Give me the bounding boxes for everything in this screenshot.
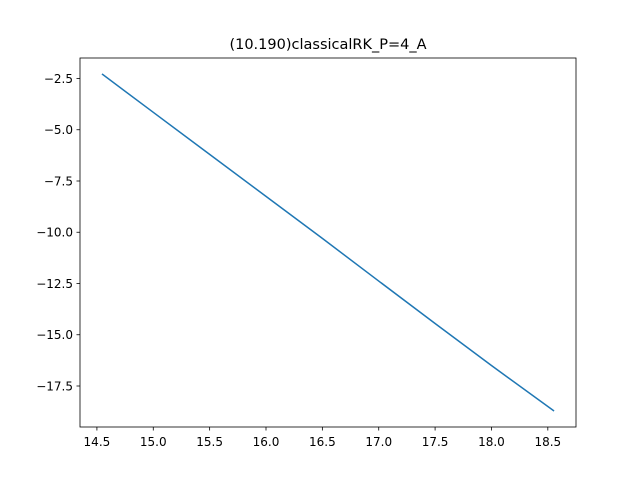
series-line-0 (101, 73, 555, 412)
y-tick-label: −10.0 (36, 226, 73, 240)
x-tick-label: 14.5 (84, 435, 111, 449)
y-tick-label: −7.5 (44, 174, 73, 188)
x-tick-label: 15.5 (196, 435, 223, 449)
x-tick-label: 16.5 (309, 435, 336, 449)
x-tick-label: 15.0 (140, 435, 167, 449)
plot-area (101, 73, 555, 412)
x-tick-label: 17.0 (365, 435, 392, 449)
x-tick-label: 16.0 (253, 435, 280, 449)
x-tick-label: 18.0 (478, 435, 505, 449)
y-tick-label: −15.0 (36, 328, 73, 342)
y-tick-label: −17.5 (36, 379, 73, 393)
y-tick-label: −5.0 (44, 123, 73, 137)
x-tick-label: 18.5 (534, 435, 561, 449)
axes-frame (79, 57, 577, 428)
y-tick-label: −2.5 (44, 72, 73, 86)
axis-ticks: 14.5 15.0 15.5 16.0 16.5 17.0 17.5 18.0 18.5 −2.5… (36, 72, 561, 449)
chart-title: (10.190)classicalRK_P=4_A (229, 37, 426, 53)
y-tick-label: −12.5 (36, 277, 73, 291)
x-tick-label: 17.5 (422, 435, 449, 449)
